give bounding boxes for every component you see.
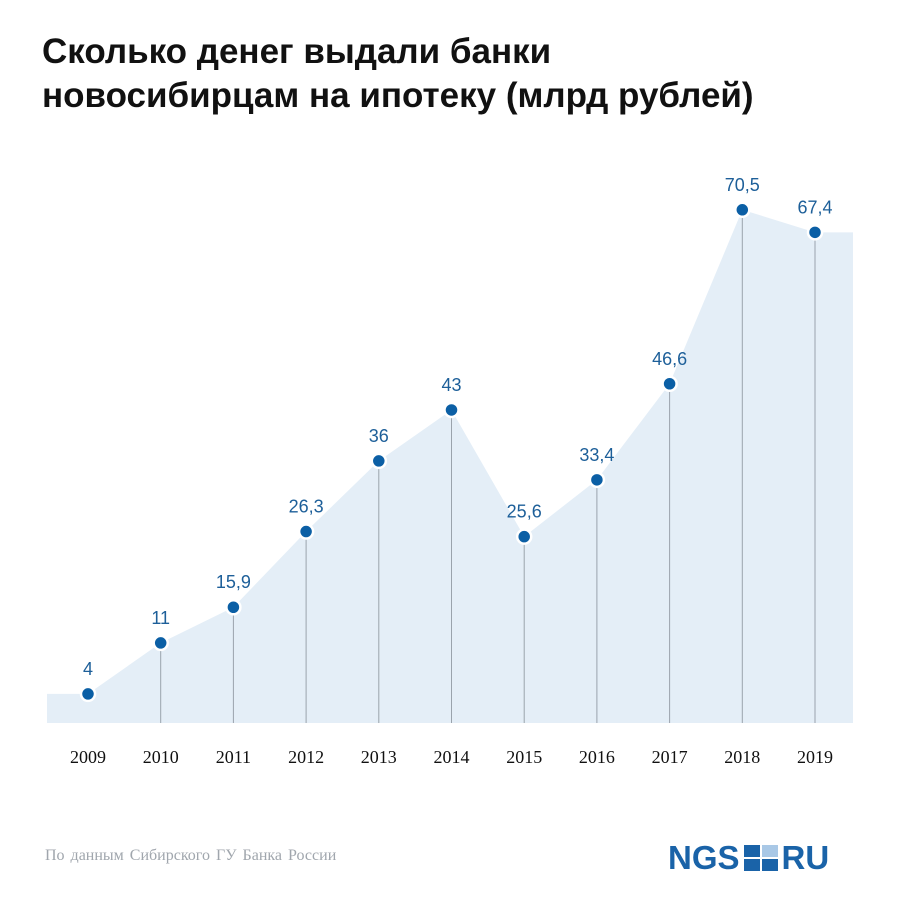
- x-tick-label: 2018: [724, 747, 760, 767]
- x-tick-label: 2017: [652, 747, 688, 767]
- data-label: 70,5: [725, 175, 760, 195]
- data-label: 36: [369, 426, 389, 446]
- area-fill: [47, 209, 853, 723]
- chart-title: Сколько денег выдали банки новосибирцам …: [42, 30, 882, 118]
- data-point[interactable]: [297, 523, 315, 540]
- data-label: 46,6: [652, 349, 687, 369]
- data-label: 11: [151, 608, 170, 628]
- data-point[interactable]: [79, 685, 97, 703]
- logo-text-ru: RU: [781, 839, 830, 876]
- source-note: По данным Сибирского ГУ Банка России: [45, 847, 337, 864]
- data-label: 4: [83, 659, 93, 679]
- logo-text-ngs: NGS: [668, 839, 740, 876]
- x-tick-label: 2012: [288, 747, 324, 767]
- x-tick-label: 2016: [579, 747, 615, 767]
- chart-title-line-2: новосибирцам на ипотеку (млрд рублей): [42, 76, 754, 115]
- data-label: 25,6: [507, 502, 542, 522]
- data-label: 15,9: [216, 572, 251, 592]
- data-label: 67,4: [797, 197, 832, 217]
- data-point[interactable]: [515, 528, 533, 545]
- chart-title-line-1: Сколько денег выдали банки: [42, 32, 552, 71]
- data-point[interactable]: [734, 201, 751, 219]
- ngs-logo[interactable]: NGS RU: [668, 838, 829, 878]
- data-point[interactable]: [806, 224, 824, 241]
- data-point[interactable]: [152, 634, 169, 652]
- x-tick-label: 2014: [434, 747, 470, 767]
- data-label: 26,3: [289, 497, 324, 517]
- x-tick-label: 2019: [797, 747, 833, 767]
- x-tick-label: 2011: [216, 747, 251, 767]
- data-label: 43: [441, 375, 461, 395]
- data-point[interactable]: [588, 471, 606, 489]
- x-tick-label: 2013: [361, 747, 397, 767]
- x-tick-label: 2009: [70, 747, 106, 767]
- data-point[interactable]: [443, 401, 460, 419]
- data-point[interactable]: [370, 452, 388, 470]
- data-point[interactable]: [661, 375, 678, 393]
- x-tick-label: 2010: [143, 747, 179, 767]
- logo-square-icon: [743, 845, 778, 871]
- x-tick-label: 2015: [506, 747, 542, 767]
- data-point[interactable]: [225, 598, 242, 616]
- data-label: 33,4: [579, 445, 614, 465]
